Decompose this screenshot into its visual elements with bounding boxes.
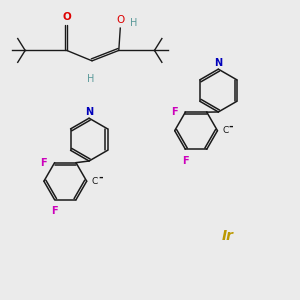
- Text: F: F: [182, 156, 189, 166]
- Text: N: N: [85, 107, 93, 117]
- Text: -: -: [229, 122, 233, 132]
- Text: F: F: [40, 158, 47, 168]
- Text: -: -: [98, 172, 103, 183]
- Text: O: O: [62, 12, 71, 22]
- Text: C: C: [222, 126, 229, 135]
- Text: H: H: [87, 74, 94, 84]
- Text: N: N: [214, 58, 222, 68]
- Text: H: H: [130, 18, 137, 28]
- Text: F: F: [171, 107, 178, 117]
- Text: C: C: [92, 177, 98, 186]
- Text: Ir: Ir: [221, 229, 233, 243]
- Text: O: O: [116, 15, 124, 25]
- Text: F: F: [51, 206, 58, 216]
